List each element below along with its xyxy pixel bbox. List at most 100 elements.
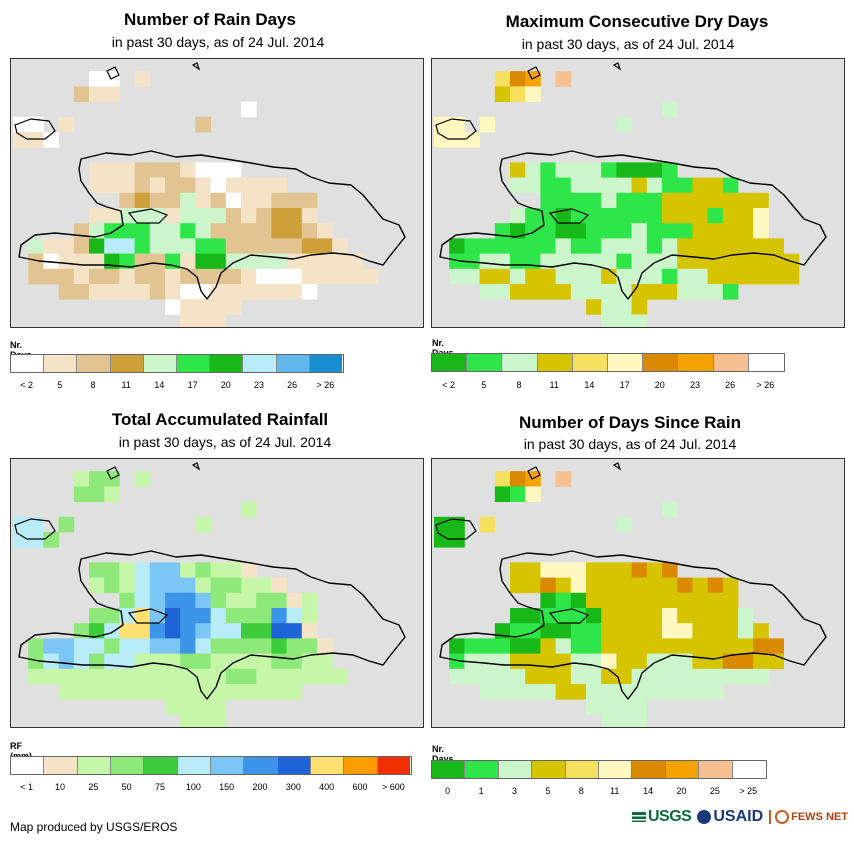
grid-cell <box>180 177 196 194</box>
island-coastline <box>548 208 590 224</box>
legend-tick-label: 0 <box>445 786 451 796</box>
grid-cell <box>271 253 287 270</box>
grid-cell <box>707 668 724 685</box>
map-days-since-rain <box>431 458 845 728</box>
grid-cell <box>28 653 44 670</box>
legend-swatch <box>344 757 378 774</box>
grid-cell <box>464 132 480 148</box>
grid-cell <box>540 208 556 224</box>
grid-cell <box>286 608 303 624</box>
usaid-logo-text: USAID <box>713 808 764 825</box>
grid-cell <box>662 192 678 209</box>
grid-cell <box>225 284 242 300</box>
grid-cell <box>195 314 211 327</box>
grid-cell <box>134 284 151 300</box>
grid-cell <box>180 623 196 639</box>
grid-cell <box>73 253 90 270</box>
grid-cell <box>677 223 693 239</box>
grid-cell <box>662 223 678 239</box>
grid-cell <box>555 223 572 239</box>
grid-cell <box>707 592 724 609</box>
grid-cell <box>43 668 59 685</box>
grid-cell <box>586 192 602 209</box>
grid-cell <box>104 638 120 654</box>
grid-cell <box>738 653 754 670</box>
grid-cell <box>241 623 257 639</box>
legend-colorbar <box>431 353 785 372</box>
grid-cell <box>332 268 348 285</box>
grid-cell <box>646 284 663 300</box>
grid-cell <box>479 653 496 670</box>
grid-cell <box>494 253 511 270</box>
grid-cell <box>525 284 541 300</box>
grid-cell <box>149 253 166 270</box>
grid-cell <box>616 284 632 300</box>
grid-cell <box>271 284 287 300</box>
grid-cell <box>525 208 541 224</box>
grid-cell <box>301 623 318 639</box>
grid-cell <box>525 238 541 254</box>
grid-cell <box>195 714 211 727</box>
grid-cell <box>479 516 496 533</box>
grid-cell <box>104 238 120 254</box>
grid-cell <box>134 668 151 685</box>
grid-cell <box>662 608 678 624</box>
grid-cell <box>165 299 181 315</box>
grid-cell <box>73 668 90 685</box>
grid-cell <box>586 223 602 239</box>
grid-cell <box>134 208 151 224</box>
grid-cell <box>241 501 257 518</box>
grid-cell <box>540 253 556 270</box>
grid-cell <box>510 238 526 254</box>
legend-tick-label: > 26 <box>756 380 775 390</box>
grid-cell <box>479 116 496 133</box>
panel-subtitle: in past 30 days, as of 24 Jul. 2014 <box>118 434 332 450</box>
island-coastline <box>106 466 120 480</box>
grid-cell <box>89 71 105 87</box>
grid-cell <box>195 223 211 239</box>
grid-cell <box>104 577 120 594</box>
grid-cell <box>43 238 59 254</box>
grid-cell <box>616 238 632 254</box>
grid-cell <box>753 238 769 254</box>
grid-cell <box>555 177 572 194</box>
grid-cell <box>601 268 617 285</box>
grid-cell <box>119 238 135 254</box>
grid-cell <box>464 668 480 685</box>
grid-cell <box>738 638 754 654</box>
grid-cell <box>73 471 90 487</box>
grid-cell <box>555 471 572 487</box>
grid-cell <box>555 284 572 300</box>
grid-cell <box>43 132 59 148</box>
grid-cell <box>271 268 287 285</box>
grid-cell <box>286 192 303 209</box>
grid-cell <box>58 668 75 685</box>
grid-cell <box>195 238 211 254</box>
grid-cell <box>180 299 196 315</box>
grid-cell <box>692 668 708 685</box>
grid-cell <box>722 638 739 654</box>
grid-cell <box>555 684 572 700</box>
grid-cell <box>677 208 693 224</box>
grid-cell <box>256 684 272 700</box>
grid-cell <box>555 668 572 685</box>
grid-cell <box>119 208 135 224</box>
grid-cell <box>586 592 602 609</box>
hispaniola-coastline <box>439 150 827 300</box>
grid-cell <box>722 192 739 209</box>
grid-cell <box>646 623 663 639</box>
grid-cell <box>165 608 181 624</box>
legend-swatch <box>643 354 679 371</box>
grid-cell <box>225 268 242 285</box>
usgs-wave-icon <box>632 811 646 822</box>
grid-cell <box>586 668 602 685</box>
hispaniola-coastline <box>18 150 406 300</box>
grid-cell <box>13 516 29 533</box>
legend-ticks: 0 1 3 5 8 11 14 20 25 > 25 <box>431 786 765 798</box>
grid-cell <box>134 253 151 270</box>
panel-title: Number of Days Since Rain <box>518 413 741 432</box>
grid-cell <box>692 253 708 270</box>
grid-cell <box>165 684 181 700</box>
grid-cell <box>256 638 272 654</box>
grid-cell <box>662 208 678 224</box>
